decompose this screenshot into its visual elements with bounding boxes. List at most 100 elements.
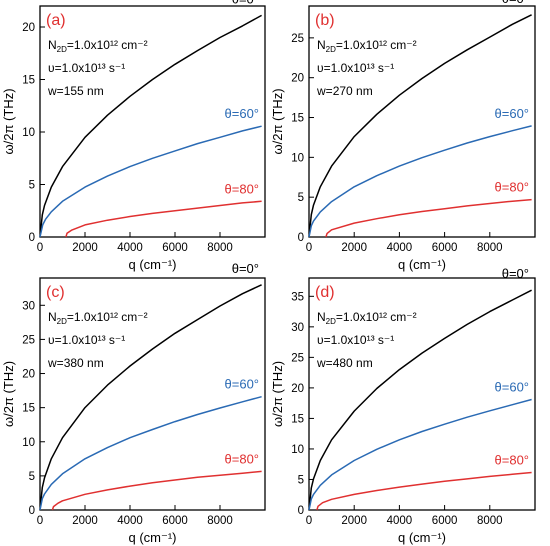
y-tick-label: 15 bbox=[22, 403, 35, 415]
param-w: w=270 nm bbox=[316, 84, 373, 98]
series-line-1 bbox=[39, 395, 262, 511]
series-line-0 bbox=[308, 289, 532, 511]
series-label-1: θ=60° bbox=[495, 379, 529, 394]
series-label-1: θ=60° bbox=[225, 377, 259, 392]
series-label-0: θ=0° bbox=[232, 0, 259, 6]
x-tick-label: 8000 bbox=[207, 242, 233, 254]
parameter-annotation: N2D=1.0x10¹² cm⁻² υ=1.0x10¹³ s⁻¹ w=155 nm bbox=[47, 38, 148, 98]
series-label-0: θ=0° bbox=[502, 266, 529, 281]
param-nu-value: 1.0x10¹³ s⁻¹ bbox=[331, 333, 395, 347]
param-nu-value: 1.0x10¹³ s⁻¹ bbox=[62, 61, 126, 75]
y-tick-label: 0 bbox=[298, 232, 304, 244]
x-tick-label: 4000 bbox=[387, 242, 413, 254]
x-tick-label: 0 bbox=[37, 242, 43, 254]
series-label-1: θ=60° bbox=[225, 106, 259, 121]
param-n2d: N2D=1.0x10¹² cm⁻² bbox=[317, 310, 417, 326]
param-w: w=480 nm bbox=[316, 356, 373, 370]
y-tick-label: 30 bbox=[22, 300, 35, 312]
x-tick-label: 6000 bbox=[162, 515, 188, 527]
y-tick-label: 15 bbox=[291, 413, 304, 425]
y-tick-label: 15 bbox=[291, 113, 304, 125]
param-nu: υ=1.0x10¹³ s⁻¹ bbox=[48, 61, 125, 75]
panel-label: (d) bbox=[315, 284, 335, 301]
y-tick-label: 15 bbox=[22, 75, 35, 87]
panel-a: 0 2000 4000 6000 8000 0 5 10 15 20 q (cm⁻¹) ω/2π (T… bbox=[1, 0, 266, 272]
param-n2d-value: 1.0x10¹² cm⁻² bbox=[343, 310, 417, 324]
x-tick-label: 4000 bbox=[117, 242, 143, 254]
y-axis-label: ω/2π (THz) bbox=[270, 361, 285, 427]
param-n2d: N2D=1.0x10¹² cm⁻² bbox=[48, 38, 148, 54]
y-tick-label: 20 bbox=[22, 369, 35, 381]
param-nu: υ=1.0x10¹³ s⁻¹ bbox=[317, 333, 394, 347]
param-w-value: 380 nm bbox=[64, 356, 104, 370]
x-axis-label: q (cm⁻¹) bbox=[398, 257, 446, 272]
series-line-1 bbox=[308, 398, 532, 511]
y-tick-label: 5 bbox=[298, 192, 304, 204]
panel-label: (b) bbox=[315, 12, 335, 29]
y-tick-label: 0 bbox=[29, 232, 35, 244]
y-tick-label: 20 bbox=[291, 73, 304, 85]
y-tick-label: 10 bbox=[291, 444, 304, 456]
series-label-2: θ=80° bbox=[495, 452, 529, 467]
series-line-0 bbox=[308, 14, 532, 238]
y-tick-label: 30 bbox=[291, 322, 304, 334]
x-tick-label: 0 bbox=[306, 242, 312, 254]
series-line-0 bbox=[39, 284, 262, 511]
x-axis-label: q (cm⁻¹) bbox=[128, 257, 176, 272]
x-tick-label: 2000 bbox=[341, 515, 367, 527]
panel-c: 0 2000 4000 6000 8000 0 5 10 15 20 25 30 q (cm⁻¹) ω/2… bbox=[1, 261, 266, 545]
y-tick-label: 25 bbox=[22, 334, 35, 346]
series-line-1 bbox=[39, 125, 262, 238]
series-label-0: θ=0° bbox=[502, 0, 529, 6]
series-line-2 bbox=[316, 471, 532, 511]
param-w-value: 480 nm bbox=[333, 356, 373, 370]
param-nu-value: 1.0x10¹³ s⁻¹ bbox=[331, 61, 395, 75]
plot-frame bbox=[308, 277, 536, 511]
y-tick-label: 35 bbox=[291, 291, 304, 303]
param-nu: υ=1.0x10¹³ s⁻¹ bbox=[48, 333, 125, 347]
y-tick-label: 25 bbox=[291, 33, 304, 45]
x-tick-label: 8000 bbox=[477, 515, 503, 527]
param-nu-value: 1.0x10¹³ s⁻¹ bbox=[62, 333, 126, 347]
param-w-value: 270 nm bbox=[333, 84, 373, 98]
x-axis-label: q (cm⁻¹) bbox=[398, 530, 446, 545]
y-tick-label: 10 bbox=[291, 152, 304, 164]
y-tick-label: 25 bbox=[291, 352, 304, 364]
x-tick-label: 4000 bbox=[387, 515, 413, 527]
parameter-annotation: N2D=1.0x10¹² cm⁻² υ=1.0x10¹³ s⁻¹ w=380 nm bbox=[47, 310, 148, 370]
x-axis-label: q (cm⁻¹) bbox=[128, 530, 176, 545]
series-label-1: θ=60° bbox=[495, 106, 529, 121]
series-label-0: θ=0° bbox=[232, 261, 259, 276]
y-tick-label: 5 bbox=[298, 474, 304, 486]
x-tick-label: 8000 bbox=[207, 515, 233, 527]
series-line-1 bbox=[308, 125, 532, 238]
x-tick-label: 8000 bbox=[477, 242, 503, 254]
x-tick-label: 6000 bbox=[432, 515, 458, 527]
panel-label: (a) bbox=[46, 12, 66, 29]
param-n2d-value: 1.0x10¹² cm⁻² bbox=[74, 310, 148, 324]
param-w: w=380 nm bbox=[47, 356, 104, 370]
parameter-annotation: N2D=1.0x10¹² cm⁻² υ=1.0x10¹³ s⁻¹ w=480 nm bbox=[316, 310, 417, 370]
plot-frame bbox=[308, 5, 536, 238]
y-tick-label: 5 bbox=[29, 471, 35, 483]
series-line-0 bbox=[39, 14, 262, 238]
param-nu: υ=1.0x10¹³ s⁻¹ bbox=[317, 61, 394, 75]
series-label-2: θ=80° bbox=[225, 181, 259, 196]
y-tick-label: 10 bbox=[22, 127, 35, 139]
series-label-2: θ=80° bbox=[225, 451, 259, 466]
x-tick-label: 0 bbox=[306, 515, 312, 527]
y-tick-label: 20 bbox=[291, 383, 304, 395]
param-n2d: N2D=1.0x10¹² cm⁻² bbox=[48, 310, 148, 326]
y-tick-label: 0 bbox=[29, 505, 35, 517]
y-tick-label: 5 bbox=[29, 180, 35, 192]
param-w: w=155 nm bbox=[47, 84, 104, 98]
param-n2d-value: 1.0x10¹² cm⁻² bbox=[343, 38, 417, 52]
panel-d: 0 2000 4000 6000 8000 0 5 10 15 20 25 30 35 q (cm⁻¹) ω… bbox=[270, 266, 536, 545]
x-tick-label: 2000 bbox=[72, 515, 98, 527]
parameter-annotation: N2D=1.0x10¹² cm⁻² υ=1.0x10¹³ s⁻¹ w=270 nm bbox=[316, 38, 417, 98]
x-tick-label: 2000 bbox=[341, 242, 367, 254]
x-tick-label: 4000 bbox=[117, 515, 143, 527]
panel-b: 0 2000 4000 6000 8000 0 5 10 15 20 25 q (cm⁻¹) ω/2π … bbox=[270, 0, 536, 272]
series-line-2 bbox=[51, 470, 262, 511]
